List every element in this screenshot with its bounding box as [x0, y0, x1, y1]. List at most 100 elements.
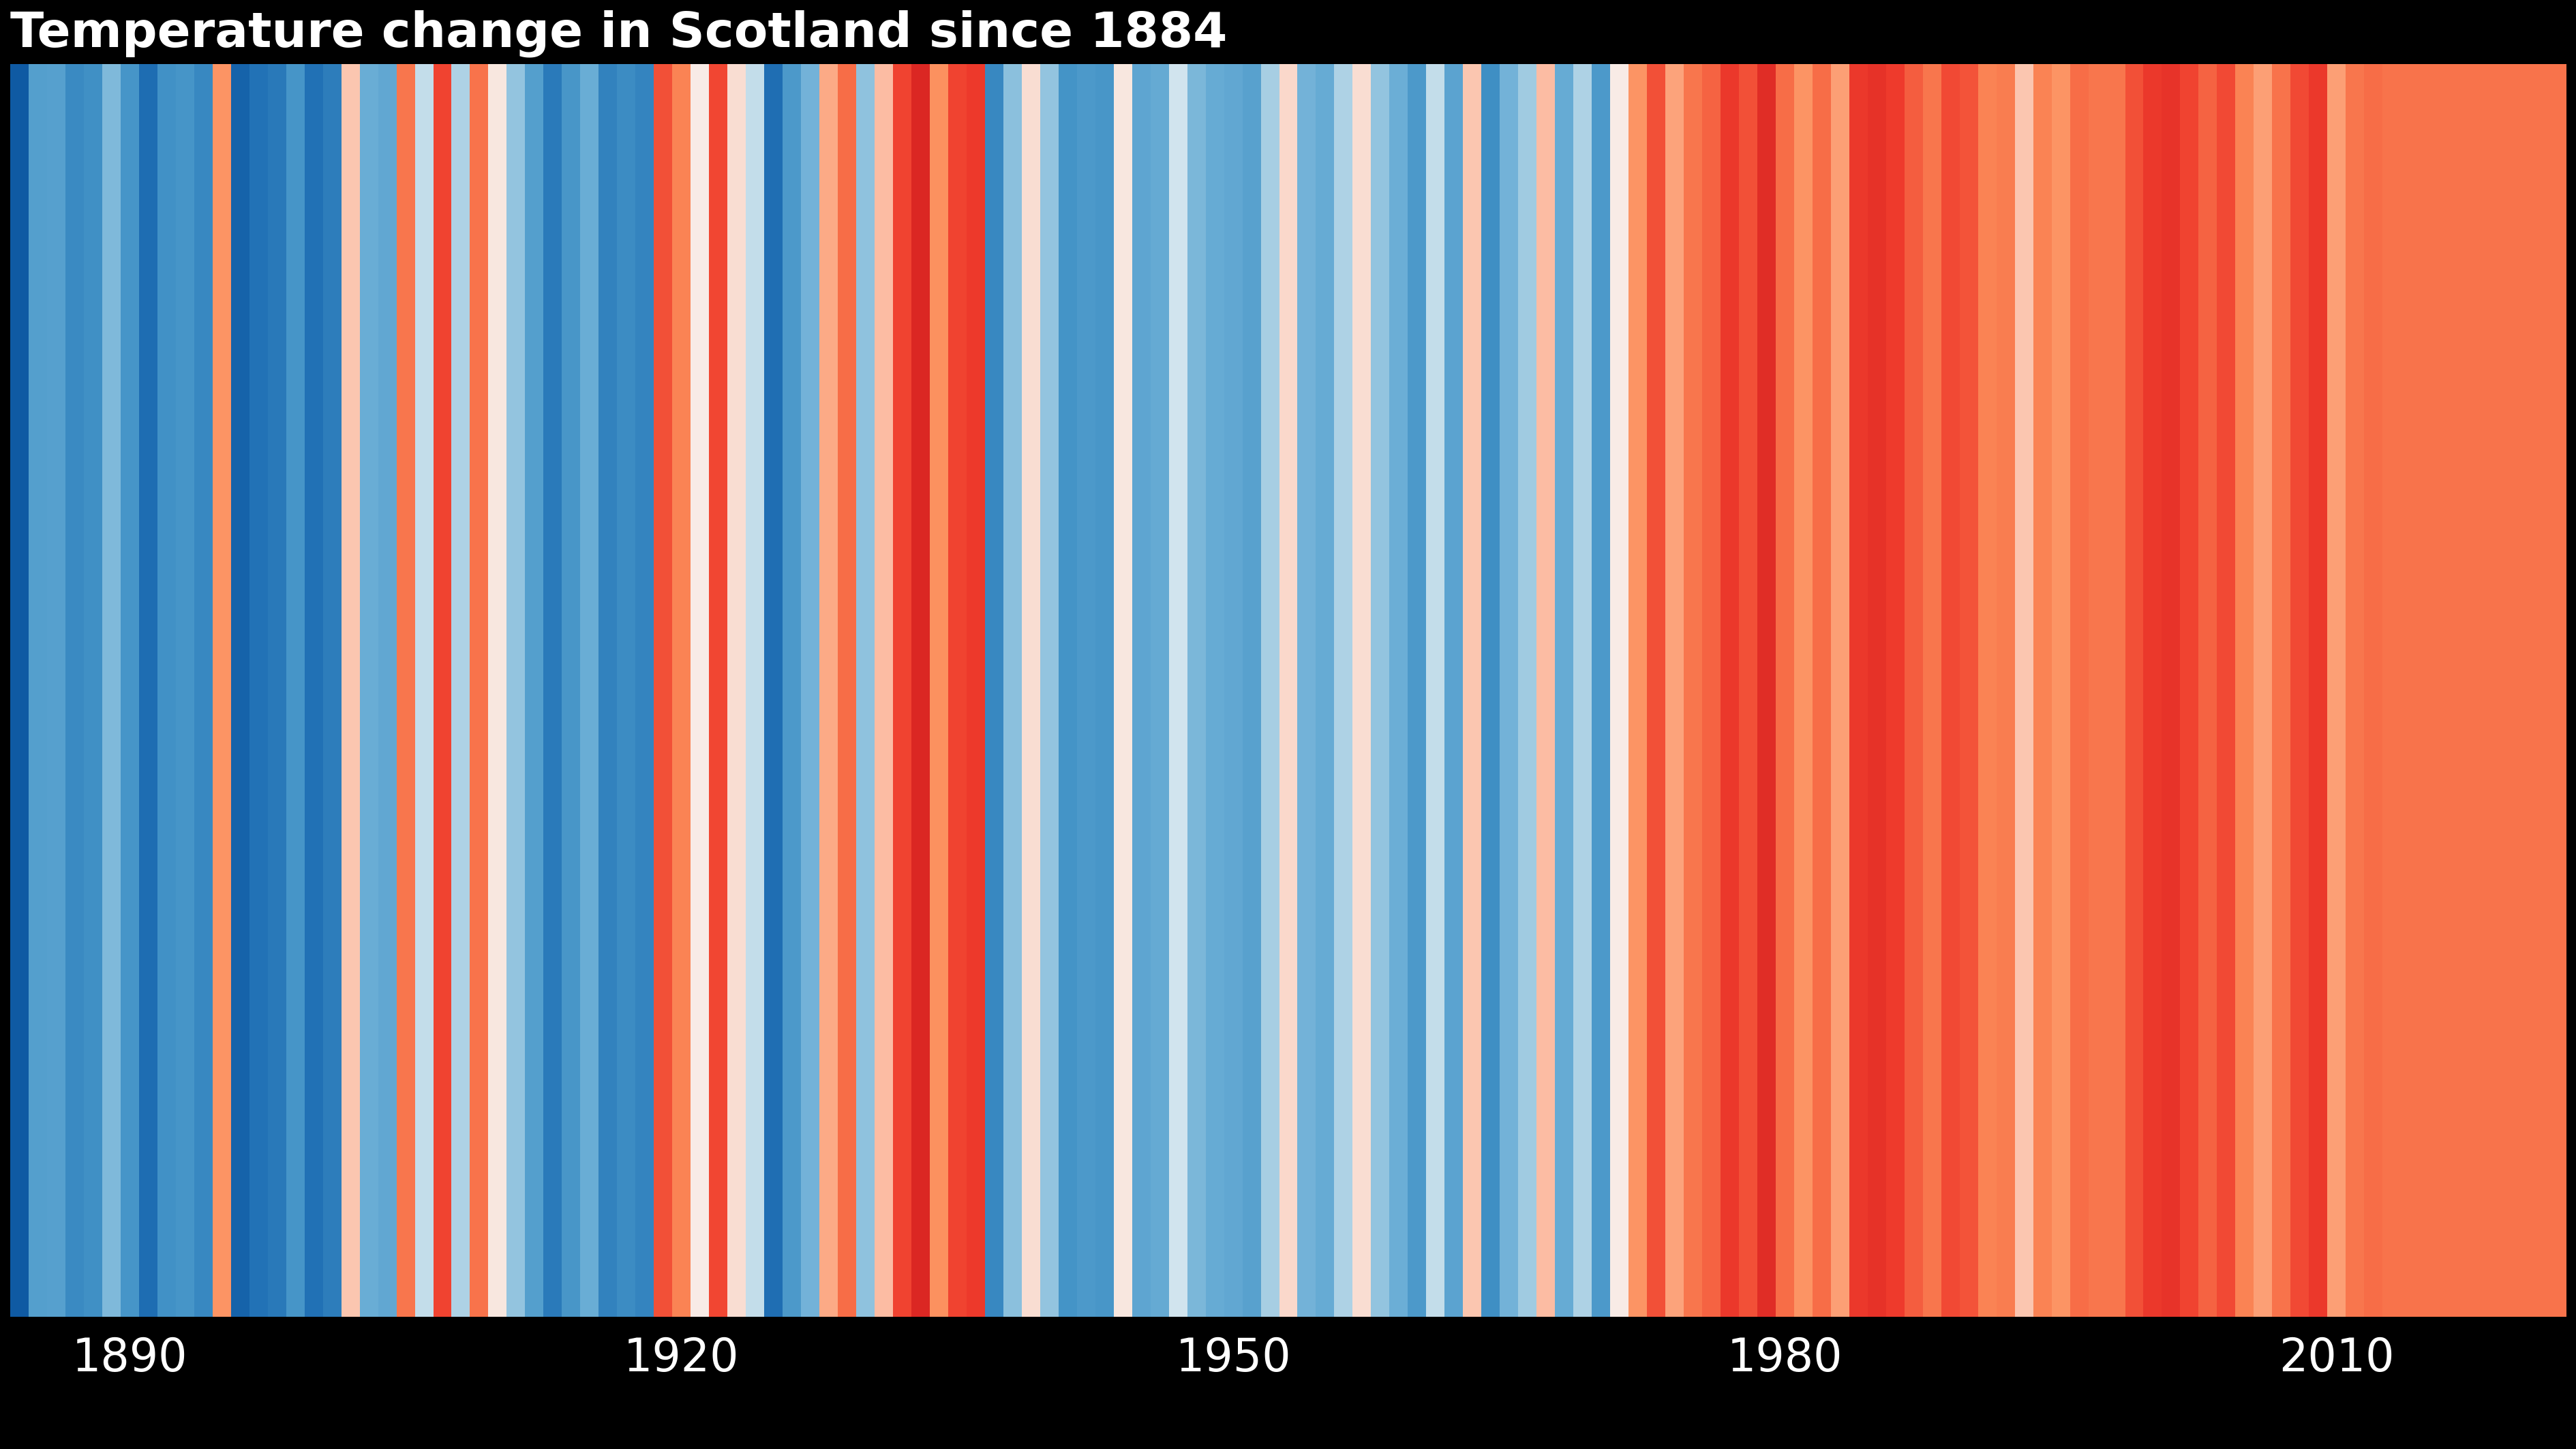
- Bar: [837, 64, 855, 1317]
- Bar: [2050, 64, 2069, 1317]
- Bar: [2014, 64, 2032, 1317]
- Bar: [930, 64, 948, 1317]
- Bar: [984, 64, 1002, 1317]
- Bar: [2032, 64, 2050, 1317]
- Bar: [2069, 64, 2087, 1317]
- Bar: [2419, 64, 2437, 1317]
- Bar: [1757, 64, 1775, 1317]
- Bar: [1793, 64, 1811, 1317]
- Bar: [1922, 64, 1940, 1317]
- Bar: [1260, 64, 1278, 1317]
- Bar: [304, 64, 322, 1317]
- Bar: [1002, 64, 1023, 1317]
- Bar: [1406, 64, 1427, 1317]
- Bar: [1278, 64, 1298, 1317]
- Bar: [1023, 64, 1041, 1317]
- Bar: [2473, 64, 2491, 1317]
- Bar: [654, 64, 672, 1317]
- Bar: [193, 64, 211, 1317]
- Bar: [1388, 64, 1406, 1317]
- Bar: [1940, 64, 1960, 1317]
- Bar: [1811, 64, 1832, 1317]
- Bar: [175, 64, 193, 1317]
- Bar: [2383, 64, 2401, 1317]
- Bar: [1224, 64, 1242, 1317]
- Bar: [1149, 64, 1170, 1317]
- Bar: [2254, 64, 2272, 1317]
- Bar: [1996, 64, 2014, 1317]
- Bar: [1206, 64, 1224, 1317]
- Bar: [379, 64, 397, 1317]
- Bar: [2125, 64, 2143, 1317]
- Bar: [801, 64, 819, 1317]
- Bar: [64, 64, 85, 1317]
- Bar: [46, 64, 64, 1317]
- Bar: [1059, 64, 1077, 1317]
- Bar: [1077, 64, 1095, 1317]
- Bar: [1242, 64, 1260, 1317]
- Bar: [1739, 64, 1757, 1317]
- Bar: [1352, 64, 1370, 1317]
- Bar: [726, 64, 744, 1317]
- Bar: [948, 64, 966, 1317]
- Bar: [2344, 64, 2365, 1317]
- Bar: [616, 64, 636, 1317]
- Bar: [2215, 64, 2236, 1317]
- Bar: [157, 64, 175, 1317]
- Bar: [894, 64, 912, 1317]
- Bar: [451, 64, 469, 1317]
- Bar: [2272, 64, 2290, 1317]
- Bar: [1646, 64, 1664, 1317]
- Bar: [1095, 64, 1113, 1317]
- Bar: [2107, 64, 2125, 1317]
- Bar: [1170, 64, 1188, 1317]
- Bar: [361, 64, 379, 1317]
- Bar: [1188, 64, 1206, 1317]
- Text: Temperature change in Scotland since 1884: Temperature change in Scotland since 188…: [10, 10, 1226, 58]
- Bar: [819, 64, 837, 1317]
- Bar: [783, 64, 801, 1317]
- Bar: [1610, 64, 1628, 1317]
- Bar: [1682, 64, 1703, 1317]
- Bar: [966, 64, 984, 1317]
- Bar: [1131, 64, 1149, 1317]
- Bar: [433, 64, 451, 1317]
- Bar: [598, 64, 616, 1317]
- Bar: [415, 64, 433, 1317]
- Bar: [268, 64, 286, 1317]
- Bar: [1868, 64, 1886, 1317]
- Bar: [2437, 64, 2455, 1317]
- Bar: [397, 64, 415, 1317]
- Bar: [873, 64, 894, 1317]
- Bar: [1628, 64, 1646, 1317]
- Bar: [2179, 64, 2197, 1317]
- Bar: [489, 64, 507, 1317]
- Bar: [322, 64, 340, 1317]
- Bar: [10, 64, 28, 1317]
- Bar: [2548, 64, 2566, 1317]
- Bar: [580, 64, 598, 1317]
- Bar: [103, 64, 121, 1317]
- Bar: [855, 64, 873, 1317]
- Bar: [1721, 64, 1739, 1317]
- Bar: [2197, 64, 2215, 1317]
- Bar: [2365, 64, 2383, 1317]
- Bar: [1463, 64, 1481, 1317]
- Bar: [2455, 64, 2473, 1317]
- Bar: [562, 64, 580, 1317]
- Bar: [1886, 64, 1904, 1317]
- Bar: [2087, 64, 2107, 1317]
- Bar: [1113, 64, 1131, 1317]
- Bar: [672, 64, 690, 1317]
- Bar: [1978, 64, 1996, 1317]
- Bar: [469, 64, 489, 1317]
- Bar: [121, 64, 139, 1317]
- Bar: [1499, 64, 1517, 1317]
- Bar: [765, 64, 783, 1317]
- Bar: [2512, 64, 2530, 1317]
- Bar: [1592, 64, 1610, 1317]
- Bar: [744, 64, 765, 1317]
- Bar: [1316, 64, 1334, 1317]
- Bar: [1904, 64, 1922, 1317]
- Bar: [85, 64, 103, 1317]
